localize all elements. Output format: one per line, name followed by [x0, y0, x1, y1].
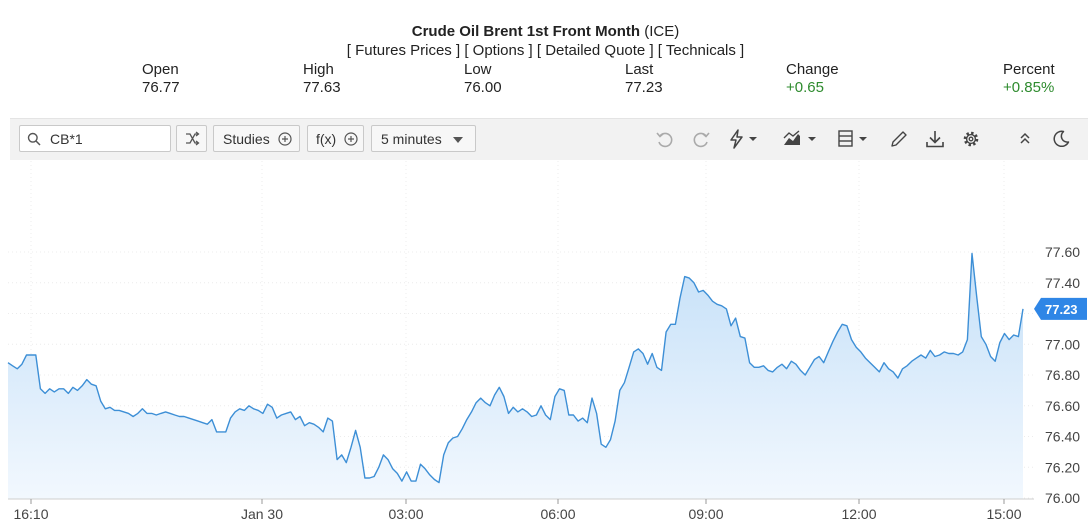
quote-links: [ Futures Prices ] [ Options ] [ Detaile…	[0, 42, 1091, 59]
stat-last-label: Last	[625, 61, 654, 78]
y-tick-label: 77.60	[1045, 244, 1080, 260]
x-tick-label: 16:10	[13, 506, 48, 522]
draw-button[interactable]	[888, 128, 910, 150]
undo-icon	[656, 132, 673, 148]
add-circle-icon	[278, 132, 292, 146]
search-icon	[27, 132, 41, 146]
stat-last-value: 77.23	[625, 79, 663, 96]
x-tick-label: 03:00	[388, 506, 423, 522]
lightning-icon	[730, 129, 757, 149]
chevron-down-icon	[453, 137, 463, 143]
download-icon	[926, 131, 944, 148]
chart-type-button[interactable]	[782, 128, 822, 150]
add-circle-icon	[344, 132, 358, 146]
functions-label: f(x)	[316, 131, 337, 147]
events-button[interactable]	[726, 128, 762, 150]
y-tick-label: 77.00	[1045, 336, 1080, 352]
options-link[interactable]: [ Options ]	[464, 42, 533, 59]
shuffle-icon	[186, 131, 200, 146]
stat-high-label: High	[303, 61, 334, 78]
chart-title: Crude Oil Brent 1st Front Month (ICE)	[0, 23, 1091, 40]
gear-icon	[963, 131, 979, 147]
x-tick-label: Jan 30	[241, 506, 283, 522]
collapse-icon	[1020, 132, 1030, 144]
y-tick-label: 76.00	[1045, 490, 1080, 506]
last-price-badge: 77.23	[1034, 297, 1087, 320]
studies-button[interactable]: Studies	[213, 125, 300, 152]
y-tick-label: 76.60	[1045, 398, 1080, 414]
stat-low: Low 76.00	[464, 61, 502, 97]
x-axis: 16:10 Jan 30 03:00 06:00 09:00 12:00 15:00	[13, 499, 1022, 522]
stat-low-label: Low	[464, 61, 492, 78]
stat-open-value: 76.77	[142, 79, 180, 96]
y-axis: 77.6077.4077.2077.0076.8076.6076.4076.20…	[1045, 244, 1080, 506]
stat-high-value: 77.63	[303, 79, 341, 96]
dark-mode-icon	[1053, 130, 1070, 148]
stat-open-label: Open	[142, 61, 179, 78]
y-tick-label: 76.40	[1045, 429, 1080, 445]
last-price-label: 77.23	[1045, 302, 1078, 317]
price-area-fill	[8, 253, 1023, 499]
y-tick-label: 77.40	[1045, 275, 1080, 291]
layout-icon	[838, 130, 867, 147]
technicals-link[interactable]: [ Technicals ]	[657, 42, 745, 59]
y-tick-label: 76.80	[1045, 367, 1080, 383]
studies-label: Studies	[223, 131, 270, 147]
compare-button[interactable]	[176, 125, 207, 152]
price-line	[7, 252, 1024, 484]
chart-toolbar: Studies f(x) 5 minutes	[10, 118, 1088, 160]
instrument-name: Crude Oil Brent 1st Front Month	[411, 23, 641, 40]
settings-button[interactable]	[960, 128, 982, 150]
symbol-input[interactable]	[48, 130, 162, 148]
price-chart[interactable]: 77.6077.4077.2077.0076.8076.6076.4076.20…	[0, 159, 1091, 523]
interval-select[interactable]: 5 minutes	[371, 125, 476, 152]
stat-percent-value: +0.85%	[1003, 79, 1055, 96]
pencil-icon	[891, 131, 907, 147]
stat-change: Change +0.65	[786, 61, 839, 97]
symbol-search[interactable]	[19, 125, 171, 152]
x-tick-label: 09:00	[688, 506, 723, 522]
redo-icon	[693, 132, 710, 148]
exchange-name: (ICE)	[644, 23, 680, 40]
x-tick-label: 06:00	[540, 506, 575, 522]
stat-high: High 77.63	[303, 61, 341, 97]
y-tick-label: 76.20	[1045, 459, 1080, 475]
layout-button[interactable]	[838, 128, 874, 150]
x-tick-label: 12:00	[841, 506, 876, 522]
undo-button[interactable]	[654, 128, 676, 150]
futures-prices-link[interactable]: [ Futures Prices ]	[346, 42, 461, 59]
stat-percent: Percent +0.85%	[1003, 61, 1055, 97]
stat-open: Open 76.77	[142, 61, 180, 97]
stat-percent-label: Percent	[1003, 61, 1055, 78]
download-button[interactable]	[924, 128, 946, 150]
functions-button[interactable]: f(x)	[307, 125, 364, 152]
collapse-button[interactable]	[1014, 128, 1036, 150]
stat-low-value: 76.00	[464, 79, 502, 96]
x-tick-label: 15:00	[986, 506, 1021, 522]
interval-label: 5 minutes	[381, 131, 442, 147]
stat-last: Last 77.23	[625, 61, 663, 97]
stat-change-label: Change	[786, 61, 839, 78]
stat-change-value: +0.65	[786, 79, 824, 96]
redo-button[interactable]	[690, 128, 712, 150]
last-price-marker	[1034, 297, 1087, 320]
detailed-quote-link[interactable]: [ Detailed Quote ]	[536, 42, 654, 59]
chart-type-icon	[783, 130, 816, 145]
theme-button[interactable]	[1050, 128, 1072, 150]
